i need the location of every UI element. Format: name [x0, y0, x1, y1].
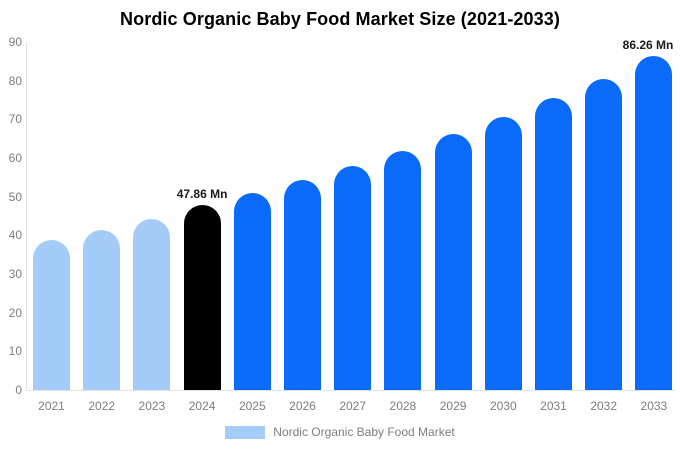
bar-2022 — [83, 229, 121, 390]
x-axis-label-2024: 2024 — [188, 399, 216, 413]
bar-2029 — [434, 134, 472, 390]
bar-2026 — [284, 179, 321, 390]
y-axis-tick-10: 10 — [8, 344, 22, 359]
x-axis-label-2023: 2023 — [138, 399, 166, 413]
data-label-2033: 86.26 Mn — [622, 38, 674, 53]
y-axis-line — [26, 42, 27, 390]
y-axis-tick-50: 50 — [8, 189, 22, 204]
bar-2021 — [33, 239, 70, 390]
bar-2023 — [133, 218, 171, 390]
bar-2033 — [635, 56, 673, 390]
y-axis-tick-60: 60 — [8, 151, 22, 165]
x-axis-label-2021: 2021 — [38, 399, 65, 413]
x-axis-label-2026: 2026 — [289, 399, 316, 413]
x-axis-label-2022: 2022 — [88, 399, 116, 413]
legend[interactable]: Nordic Organic Baby Food Market — [0, 425, 680, 439]
bar-2032 — [585, 78, 623, 390]
y-axis-tick-30: 30 — [8, 267, 22, 281]
x-axis-label-2032: 2032 — [590, 399, 618, 413]
bar-2027 — [334, 165, 372, 390]
y-axis-tick-0: 0 — [15, 383, 22, 397]
x-axis-label-2027: 2027 — [339, 399, 367, 413]
data-label-2024: 47.86 Mn — [176, 186, 228, 201]
legend-label: Nordic Organic Baby Food Market — [273, 425, 455, 439]
y-axis-tick-20: 20 — [8, 305, 22, 320]
legend-swatch-icon — [225, 425, 266, 439]
x-axis-line — [26, 390, 676, 391]
x-axis-label-2029: 2029 — [439, 399, 467, 413]
y-axis-tick-70: 70 — [8, 112, 22, 127]
x-axis-label-2030: 2030 — [489, 399, 517, 413]
x-axis-label-2025: 2025 — [238, 399, 266, 413]
bar-2025 — [233, 192, 271, 390]
bar-2030 — [484, 116, 522, 390]
chart-title: Nordic Organic Baby Food Market Size (20… — [120, 9, 560, 29]
y-axis-tick-90: 90 — [8, 35, 22, 49]
bar-2031 — [535, 98, 572, 390]
bar-2028 — [384, 150, 422, 390]
bar-2024 — [183, 204, 221, 390]
x-axis-label-2033: 2033 — [640, 399, 668, 413]
x-axis-label-2028: 2028 — [389, 399, 417, 413]
x-axis-label-2031: 2031 — [540, 399, 567, 413]
y-axis-tick-80: 80 — [8, 73, 22, 88]
y-axis-tick-40: 40 — [8, 228, 22, 243]
